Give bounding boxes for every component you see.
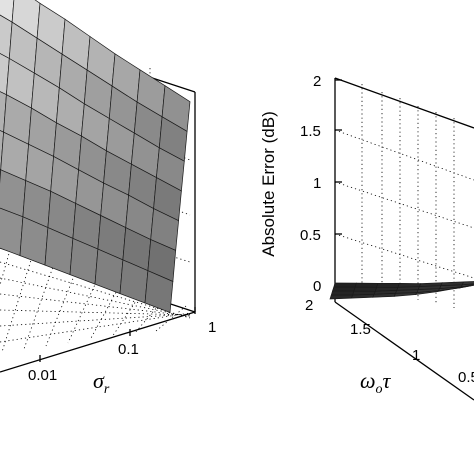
right-surface-plot: 2 1.5 1 0.5 0 2 1.5 1 0.5 Absolute Error… [259, 73, 474, 401]
left-floor-grid-line [45, 270, 77, 347]
left-x-tick-label: 1 [208, 319, 216, 336]
right-surface-patch [393, 292, 418, 297]
right-surface-patch [350, 293, 375, 299]
right-z-axis-label: Absolute Error (dB) [259, 111, 278, 257]
left-floor-grid-line [1, 256, 33, 353]
right-surface-patch [330, 290, 355, 296]
left-x-tick-label: 0.1 [118, 341, 139, 358]
right-y-tick-label: 0.5 [458, 369, 474, 386]
left-floor-grid-line [133, 298, 165, 335]
right-y-tick-label: 1.5 [350, 321, 371, 338]
right-z-tick-label: 1.5 [300, 123, 321, 140]
right-surface-patch [333, 282, 357, 288]
left-x-axis-label: σr [93, 368, 110, 397]
right-frame [334, 77, 474, 401]
right-surface-patch [458, 284, 474, 289]
right-z-tick-label: 2 [313, 73, 321, 90]
right-surface-patch [372, 293, 397, 298]
left-x-ticks [39, 307, 196, 362]
right-surface-patch [376, 282, 400, 288]
right-y-tick-label: 2 [305, 297, 313, 314]
right-y-axis-label: ωoτ [360, 368, 392, 397]
right-surface-mesh [329, 281, 474, 300]
right-surface-patch [332, 286, 356, 292]
right-y-tick-label: 1 [412, 347, 420, 364]
left-floor-grid-line [0, 313, 191, 327]
right-back-wall-grid [334, 84, 474, 308]
left-floor-grid-line [0, 312, 191, 343]
left-surface-patch [144, 270, 174, 313]
left-floor-grid-line [67, 277, 99, 344]
right-surface-patch [353, 286, 378, 292]
right-z-ticks [335, 79, 342, 286]
right-z-tick-label: 0.5 [300, 227, 321, 244]
left-x-tick-label: 0.01 [28, 367, 57, 384]
right-z-tick-label: 1 [313, 175, 321, 192]
left-floor-grid-line [0, 277, 191, 318]
left-floor-grid-line [23, 263, 55, 350]
left-floor-grid-line [0, 249, 11, 287]
right-surface-patch [329, 294, 354, 300]
left-surface-mesh [0, 0, 191, 313]
left-floor-grid-line [155, 305, 187, 332]
left-surface-plot: 0.01 0.1 1 σr [0, 0, 216, 397]
right-z-tick-label: 0 [313, 278, 321, 295]
right-surface-patch [354, 282, 379, 288]
